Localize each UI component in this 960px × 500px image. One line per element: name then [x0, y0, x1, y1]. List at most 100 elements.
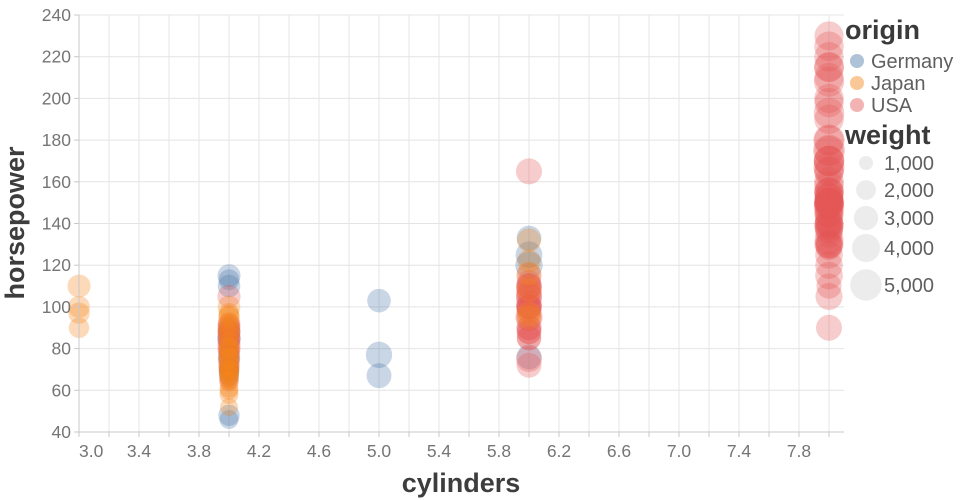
data-point[interactable]	[815, 282, 843, 311]
data-point[interactable]	[219, 378, 239, 398]
data-point[interactable]	[218, 332, 240, 353]
data-point[interactable]	[814, 205, 844, 234]
data-point[interactable]	[516, 225, 542, 251]
data-point[interactable]	[516, 344, 542, 370]
data-point[interactable]	[516, 294, 542, 319]
data-point[interactable]	[516, 294, 542, 320]
data-point[interactable]	[815, 188, 843, 217]
data-point[interactable]	[217, 284, 241, 309]
data-point[interactable]	[219, 357, 239, 377]
data-point[interactable]	[517, 228, 541, 253]
data-point[interactable]	[814, 225, 844, 255]
data-point[interactable]	[219, 363, 239, 384]
data-point[interactable]	[815, 261, 843, 290]
data-point[interactable]	[218, 348, 240, 370]
data-point[interactable]	[516, 315, 542, 341]
data-point[interactable]	[815, 220, 843, 248]
data-point[interactable]	[515, 283, 543, 310]
data-point[interactable]	[516, 262, 542, 289]
data-point[interactable]	[516, 278, 542, 303]
data-point[interactable]	[516, 319, 542, 345]
data-point[interactable]	[816, 213, 842, 239]
data-point[interactable]	[218, 306, 240, 329]
data-point[interactable]	[219, 372, 239, 392]
data-point[interactable]	[218, 312, 240, 335]
data-point[interactable]	[814, 190, 844, 220]
data-point[interactable]	[813, 187, 845, 218]
data-point[interactable]	[218, 317, 240, 339]
data-point[interactable]	[814, 42, 844, 72]
data-point[interactable]	[516, 298, 542, 324]
data-point[interactable]	[218, 361, 240, 382]
data-point[interactable]	[814, 213, 844, 242]
data-point[interactable]	[816, 314, 842, 341]
data-point[interactable]	[218, 331, 240, 353]
legend-swatch-japan[interactable]	[850, 76, 864, 90]
data-point[interactable]	[813, 52, 845, 83]
data-point[interactable]	[219, 365, 239, 386]
data-point[interactable]	[217, 320, 241, 344]
data-point[interactable]	[814, 177, 844, 207]
data-point[interactable]	[217, 320, 241, 344]
data-point[interactable]	[816, 273, 842, 299]
data-point[interactable]	[217, 320, 241, 344]
data-point[interactable]	[217, 316, 241, 340]
data-point[interactable]	[814, 135, 844, 166]
data-point[interactable]	[219, 409, 239, 429]
data-point[interactable]	[219, 368, 239, 388]
data-point[interactable]	[219, 384, 239, 404]
data-point[interactable]	[814, 125, 844, 155]
data-point[interactable]	[366, 363, 392, 389]
legend-swatch-germany[interactable]	[850, 54, 864, 68]
data-point[interactable]	[217, 328, 241, 352]
data-point[interactable]	[219, 380, 239, 400]
data-point[interactable]	[218, 340, 240, 362]
data-point[interactable]	[218, 317, 240, 338]
data-point[interactable]	[218, 336, 240, 357]
data-point[interactable]	[219, 359, 239, 380]
data-point[interactable]	[814, 182, 844, 211]
data-point[interactable]	[516, 261, 542, 286]
data-point[interactable]	[219, 359, 239, 380]
data-point[interactable]	[814, 187, 844, 218]
data-point[interactable]	[365, 341, 393, 369]
data-point[interactable]	[814, 184, 844, 213]
data-point[interactable]	[516, 325, 542, 351]
data-point[interactable]	[218, 269, 240, 291]
data-point[interactable]	[516, 315, 542, 341]
data-point[interactable]	[813, 145, 845, 177]
data-point[interactable]	[515, 346, 543, 373]
data-point[interactable]	[814, 198, 844, 228]
data-point[interactable]	[516, 273, 542, 299]
data-point[interactable]	[367, 288, 391, 313]
data-point[interactable]	[515, 303, 543, 331]
data-point[interactable]	[814, 21, 844, 51]
data-point[interactable]	[218, 350, 240, 372]
legend-label-usa[interactable]: USA	[871, 95, 913, 117]
data-point[interactable]	[218, 339, 240, 362]
data-point[interactable]	[218, 365, 240, 386]
data-point[interactable]	[813, 191, 845, 222]
data-point[interactable]	[516, 304, 542, 330]
data-point[interactable]	[217, 314, 241, 337]
data-point[interactable]	[219, 370, 239, 390]
data-point[interactable]	[218, 359, 240, 380]
data-point[interactable]	[815, 199, 843, 227]
data-point[interactable]	[217, 312, 241, 335]
data-point[interactable]	[815, 189, 843, 217]
legend-swatch-usa[interactable]	[850, 98, 864, 112]
data-point[interactable]	[218, 404, 240, 427]
data-point[interactable]	[217, 264, 241, 288]
data-point[interactable]	[218, 354, 240, 377]
data-point[interactable]	[516, 304, 542, 330]
data-point[interactable]	[814, 177, 844, 208]
data-point[interactable]	[516, 283, 542, 310]
data-point[interactable]	[813, 124, 845, 156]
data-point[interactable]	[219, 370, 239, 390]
data-point[interactable]	[217, 295, 241, 319]
data-point[interactable]	[813, 134, 845, 167]
data-point[interactable]	[813, 97, 845, 129]
data-point[interactable]	[217, 320, 241, 344]
data-point[interactable]	[815, 240, 843, 269]
data-point[interactable]	[814, 188, 844, 217]
